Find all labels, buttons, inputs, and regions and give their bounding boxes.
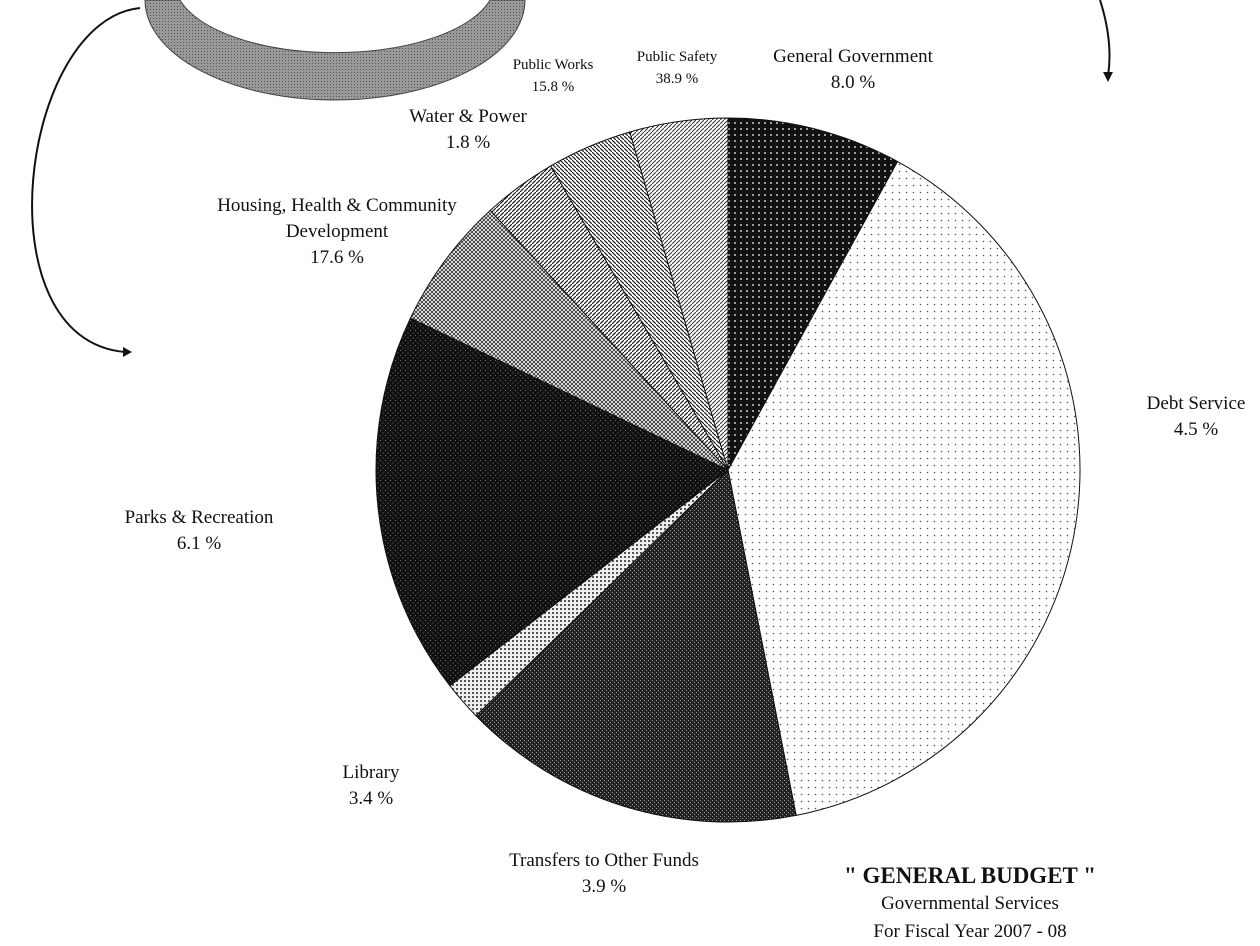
slice-label: Parks & Recreation 6.1 % (69, 505, 329, 557)
decor-arrow (31, 7, 141, 353)
slice-value: 3.4 % (348, 788, 394, 809)
slice-value: 15.8 % (531, 79, 575, 95)
slice-name: Transfers to Other Funds (509, 850, 699, 871)
slice-value: 38.9 % (655, 71, 699, 87)
slice-label: Transfers to Other Funds 3.9 % (504, 848, 704, 900)
pie-slice (727, 160, 1081, 816)
pie-slice (727, 117, 899, 471)
slice-label: Debt Service 4.5 % (1131, 391, 1260, 443)
decor-arrowhead (1103, 72, 1113, 82)
pie (375, 117, 1081, 823)
slice-value: 8.0 % (830, 72, 876, 93)
slice-value: 6.1 % (176, 533, 222, 554)
slice-label: Housing, Health & Community Development 1… (217, 193, 457, 271)
slice-value: 4.5 % (1173, 419, 1219, 440)
decor-arrow (1099, 0, 1111, 77)
decor-ring (144, 0, 526, 101)
slice-label: Public Safety 38.9 % (617, 46, 737, 90)
pie-slice (409, 209, 729, 471)
subtitle: For Fiscal Year 2007 - 08 (873, 921, 1067, 942)
slice-name: Public Works (512, 57, 594, 73)
slice-name: Library (342, 762, 400, 783)
slice-name: Parks & Recreation (124, 507, 274, 528)
slice-name: Public Safety (636, 49, 718, 65)
slice-name: General Government (773, 46, 933, 67)
slice-name: Housing, Health & Community Development (217, 195, 457, 242)
chart-title: " GENERAL BUDGET " (844, 863, 1096, 888)
slice-label: General Government 8.0 % (733, 44, 973, 96)
slice-label: Library 3.4 % (271, 760, 471, 812)
pie-slice (629, 117, 729, 471)
subtitle: Governmental Services (881, 893, 1059, 914)
decor-arrowhead (123, 347, 132, 357)
caption: " GENERAL BUDGET " Governmental Services… (844, 862, 1096, 946)
slice-value: 1.8 % (445, 132, 491, 153)
slice-label: Public Works 15.8 % (493, 54, 613, 98)
slice-label: Water & Power 1.8 % (408, 104, 528, 156)
pie-slice (475, 468, 797, 823)
slice-value: 3.9 % (581, 876, 627, 897)
pie-slice (375, 317, 729, 687)
slice-name: Debt Service (1146, 393, 1246, 414)
slice-value: 17.6 % (310, 247, 364, 268)
slice-name: Water & Power (409, 106, 527, 127)
